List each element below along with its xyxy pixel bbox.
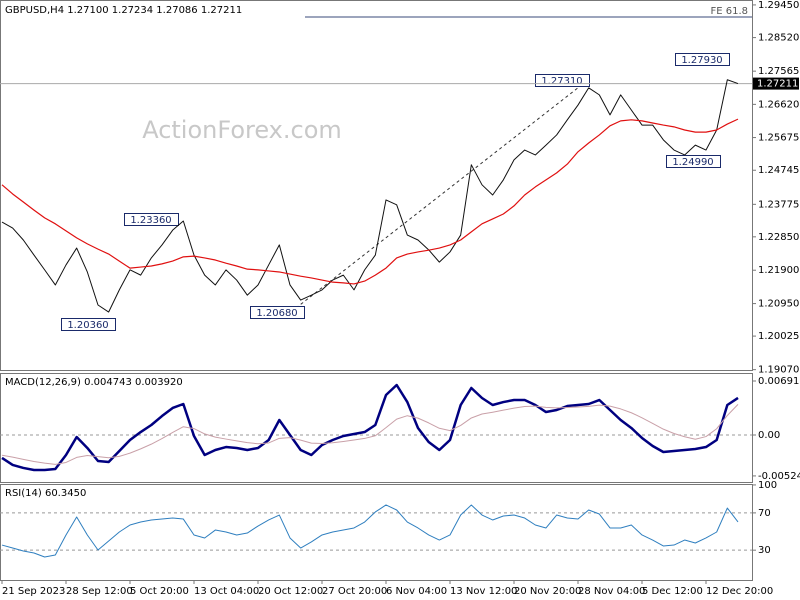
y-tick-label: 0.00 — [758, 430, 780, 441]
x-tick-label: 20 Oct 12:00 — [258, 586, 323, 597]
x-tick-label: 20 Nov 20:00 — [514, 586, 581, 597]
current-price-box — [753, 77, 799, 90]
y-tick-label: 30 — [758, 545, 771, 556]
annotation: 1.20680 — [250, 306, 305, 319]
annotation-label: 1.27310 — [541, 76, 582, 87]
y-tick-label: 1.22850 — [758, 232, 799, 243]
y-tick-label: 1.20950 — [758, 299, 799, 310]
annotation-box — [675, 53, 730, 66]
y-tick-label: 1.19070 — [758, 365, 799, 376]
series-line — [1, 404, 739, 465]
annotation: 1.24990 — [666, 155, 721, 168]
x-tick-label: 13 Oct 04:00 — [194, 586, 259, 597]
x-tick-label: 12 Dec 20:00 — [706, 586, 773, 597]
chart-title: MACD(12,26,9) 0.004743 0.003920 — [5, 377, 183, 388]
watermark: ActionForex.com — [142, 116, 342, 144]
y-tick-label: 1.26620 — [758, 99, 799, 110]
chart-title: RSI(14) 60.3450 — [5, 488, 86, 499]
macd-panel — [0, 373, 753, 483]
price-panel — [0, 0, 753, 371]
y-tick-label: 70 — [758, 508, 771, 519]
y-tick-label: 1.20025 — [758, 331, 799, 342]
x-tick-label: 21 Sep 2023 — [2, 586, 65, 597]
y-tick-label: 1.27565 — [758, 66, 799, 77]
trend-line — [295, 79, 589, 309]
chart-title: GBPUSD,H4 1.27100 1.27234 1.27086 1.2721… — [5, 5, 242, 16]
y-tick-label: 1.24745 — [758, 165, 799, 176]
y-tick-label: 0.006915 — [758, 376, 800, 387]
y-tick-label: 1.29450 — [758, 0, 799, 11]
annotation-box — [61, 318, 116, 331]
series-line — [1, 118, 739, 285]
y-tick-label: 1.25675 — [758, 133, 799, 144]
annotation-label: 1.23360 — [130, 215, 171, 226]
fe-label: FE 61.8 — [710, 6, 748, 17]
annotation-label: 1.27930 — [681, 55, 722, 66]
annotation-box — [250, 306, 305, 319]
current-price-label: 1.27211 — [757, 79, 798, 90]
y-tick-label: 1.28520 — [758, 33, 799, 44]
x-tick-label: 5 Oct 20:00 — [130, 586, 189, 597]
series-line — [1, 383, 739, 472]
y-tick-label: 1.21900 — [758, 265, 799, 276]
x-tick-label: 6 Nov 04:00 — [386, 586, 447, 597]
annotation-label: 1.20680 — [256, 308, 297, 319]
series-line — [1, 79, 739, 313]
annotation: 1.23360 — [124, 213, 179, 226]
annotation-box — [666, 155, 721, 168]
x-tick-label: 13 Nov 12:00 — [450, 586, 517, 597]
rsi-panel — [0, 484, 753, 581]
annotation-label: 1.24990 — [672, 157, 713, 168]
x-tick-label: 5 Dec 12:00 — [642, 586, 703, 597]
annotation: 1.27930 — [675, 53, 730, 66]
x-tick-label: 28 Nov 04:00 — [578, 586, 645, 597]
annotation-label: 1.20360 — [67, 320, 108, 331]
annotation: 1.20360 — [61, 318, 116, 331]
x-tick-label: 28 Sep 12:00 — [66, 586, 133, 597]
series-line — [1, 504, 739, 558]
y-tick-label: 1.23775 — [758, 199, 799, 210]
annotation-box — [124, 213, 179, 226]
x-tick-label: 27 Oct 20:00 — [322, 586, 387, 597]
y-tick-label: 100 — [758, 480, 777, 491]
annotation: 1.27310 — [535, 74, 590, 87]
